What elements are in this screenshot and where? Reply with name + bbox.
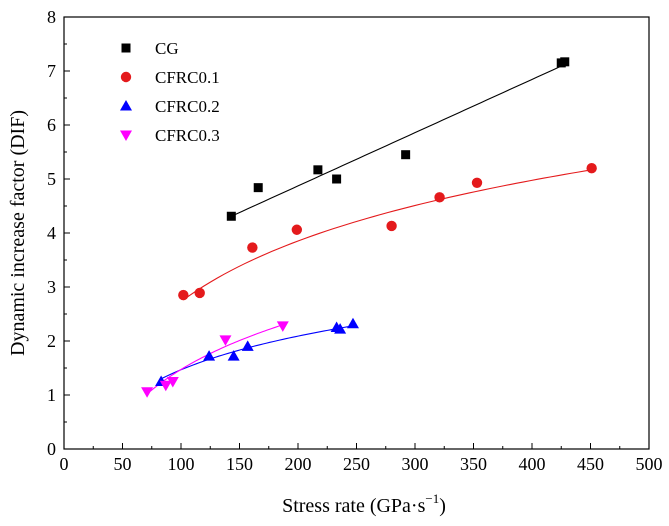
legend-marker-cfrc03 <box>120 130 132 141</box>
x-tick-label: 300 <box>402 454 429 474</box>
x-tick-label: 450 <box>577 454 604 474</box>
legend-label-cfrc01: CFRC0.1 <box>155 68 220 87</box>
y-tick-label: 1 <box>47 385 56 405</box>
x-tick-label: 250 <box>343 454 370 474</box>
y-tick-label: 0 <box>47 439 56 459</box>
data-point-cfrc02 <box>203 350 216 361</box>
legend-marker-cg <box>121 43 131 53</box>
y-axis-title: Dynamic increase factor (DIF) <box>7 110 29 356</box>
y-tick-label: 2 <box>47 331 56 351</box>
fit-line-cfrc03 <box>146 324 283 395</box>
x-tick-label: 150 <box>226 454 253 474</box>
plot-frame <box>63 16 650 450</box>
x-tick-label: 500 <box>636 454 663 474</box>
x-axis-title-main: Stress rate (GPa·s <box>282 495 426 517</box>
x-axis-title: Stress rate (GPa·s−1) <box>282 491 446 517</box>
legend: CG CFRC0.1 CFRC0.2 CFRC0.3 <box>120 39 220 145</box>
data-point-cfrc03 <box>166 377 179 388</box>
fit-line-cg <box>231 64 565 217</box>
y-tick-label: 6 <box>47 115 56 135</box>
data-point-cfrc02 <box>227 350 240 361</box>
fit-line-cfrc02 <box>160 325 354 380</box>
data-point-cfrc02 <box>346 317 359 329</box>
data-point-cfrc02 <box>241 340 254 351</box>
x-axis-title-close: ) <box>439 495 446 517</box>
legend-label-cg: CG <box>155 39 179 58</box>
y-tick-label: 3 <box>47 277 56 297</box>
x-tick-label: 0 <box>60 454 69 474</box>
y-tick-label: 5 <box>47 169 56 189</box>
data-point-cfrc01 <box>291 224 303 235</box>
x-tick-label: 350 <box>460 454 487 474</box>
legend-label-cfrc02: CFRC0.2 <box>155 97 220 116</box>
x-tick-label: 100 <box>168 454 195 474</box>
data-markers <box>141 57 597 398</box>
data-point-cfrc01 <box>178 289 189 301</box>
data-point-cfrc01 <box>247 242 258 253</box>
data-point-cfrc01 <box>386 220 397 232</box>
data-point-cfrc01 <box>586 163 597 174</box>
y-tick-label: 4 <box>47 223 56 243</box>
y-tick-label: 7 <box>47 61 56 81</box>
legend-marker-cfrc02 <box>120 100 132 111</box>
data-point-cfrc01 <box>471 177 483 188</box>
chart-ticks: 0 50 100 150 200 250 300 350 400 450 500 0 1 2 3 4 5 6 7 8 <box>47 7 663 474</box>
data-point-cg <box>226 211 236 221</box>
data-point-cfrc03 <box>159 380 172 392</box>
data-point-cg <box>253 183 263 193</box>
data-point-cfrc03 <box>141 387 154 398</box>
fit-line-cfrc01 <box>183 169 592 301</box>
y-tick-label: 8 <box>47 7 56 27</box>
x-tick-label: 50 <box>114 454 132 474</box>
data-point-cfrc03 <box>276 321 289 332</box>
legend-label-cfrc03: CFRC0.3 <box>155 126 220 145</box>
x-tick-label: 400 <box>519 454 546 474</box>
data-point-cfrc03 <box>219 335 232 346</box>
data-point-cfrc01 <box>434 192 445 203</box>
x-axis-title-exponent: −1 <box>425 491 439 506</box>
data-point-cg <box>313 165 323 175</box>
data-point-cg <box>560 57 570 67</box>
x-tick-label: 200 <box>285 454 312 474</box>
data-point-cfrc02 <box>334 323 347 334</box>
data-point-cfrc01 <box>194 287 205 299</box>
fit-curves <box>146 64 592 395</box>
legend-marker-cfrc01 <box>120 71 132 83</box>
data-point-cg <box>401 150 411 160</box>
data-point-cg <box>332 174 342 184</box>
